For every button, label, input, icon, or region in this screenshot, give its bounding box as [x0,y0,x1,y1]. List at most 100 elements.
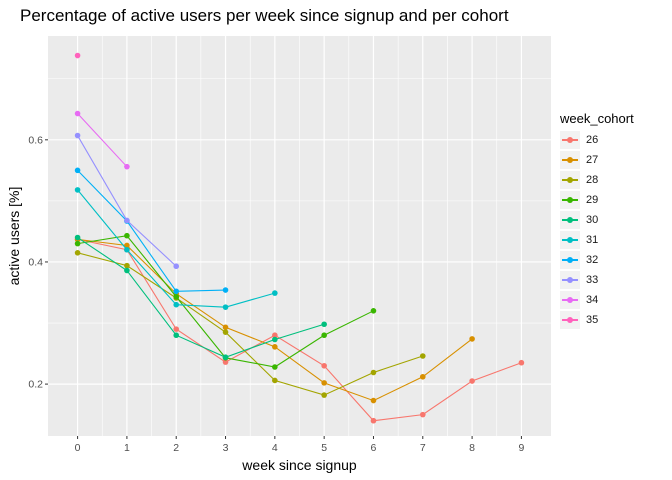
legend-key-dot [567,217,573,223]
point-31-3 [222,304,229,310]
x-tick-label: 3 [223,442,229,454]
point-26-3 [222,359,229,365]
point-29-2 [173,293,180,300]
x-tick-label: 4 [272,442,278,454]
point-27-8 [469,336,475,342]
legend-key-29 [560,191,580,209]
legend-key-26 [560,131,580,149]
point-28-4 [272,377,278,384]
point-30-2 [173,332,180,339]
point-30-0 [74,234,81,241]
legend-key-dot [567,137,573,143]
point-32-3 [222,287,229,293]
point-32-0 [74,167,81,174]
point-29-4 [272,364,278,370]
legend-key-dot [567,237,573,243]
x-tick-label: 8 [469,442,475,454]
point-30-1 [124,267,130,274]
point-26-5 [321,362,327,369]
point-26-7 [419,411,426,418]
point-31-2 [173,301,180,308]
point-30-3 [222,354,229,361]
point-29-5 [321,332,327,339]
series-line-34 [77,113,128,168]
legend-key-28 [560,171,580,189]
point-29-6 [370,308,377,314]
legend-label-29: 29 [586,194,599,206]
y-tick-label: 0.2 [28,379,43,391]
legend-key-dot [567,157,573,163]
point-27-7 [419,373,426,380]
legend-items: 26 27 28 29 30 31 32 33 34 35 [560,130,634,330]
point-30-5 [321,321,327,328]
legend-key-dot [567,277,573,283]
legend-label-26: 26 [586,134,599,146]
point-26-2 [173,326,180,332]
legend-item-34: 34 [560,290,634,310]
legend-key-32 [560,251,580,269]
point-28-1 [124,262,130,269]
point-34-1 [124,163,130,170]
point-29-0 [74,240,81,247]
x-tick-label: 5 [321,442,327,454]
legend-key-31 [560,231,580,249]
point-28-6 [370,369,377,376]
x-tick-label: 2 [173,442,179,454]
point-30-4 [272,336,278,343]
point-31-1 [124,246,130,253]
point-35-0 [74,52,81,59]
point-26-6 [370,417,377,424]
legend-item-28: 28 [560,170,634,190]
x-tick-label: 6 [371,442,377,454]
legend-key-34 [560,291,580,309]
y-tick-label: 0.4 [28,256,43,268]
chart-title: Percentage of active users per week sinc… [20,6,509,25]
point-28-5 [321,392,327,398]
legend-label-34: 34 [586,294,599,306]
point-27-1 [124,242,130,249]
x-axis-label: week since signup [242,457,357,473]
point-28-7 [419,353,426,359]
y-axis-label: active users [%] [6,186,22,286]
legend-key-dot [567,297,573,303]
point-27-3 [222,324,229,331]
legend-key-30 [560,211,580,229]
legend-key-33 [560,271,580,289]
point-31-0 [74,187,81,193]
point-32-2 [173,288,180,295]
point-28-0 [74,249,81,256]
y-tick-label: 0.6 [28,134,43,146]
x-tick-label: 1 [124,442,130,454]
point-29-1 [124,232,130,239]
point-26-8 [469,378,475,384]
legend-item-33: 33 [560,270,634,290]
point-33-2 [173,263,180,270]
legend-label-27: 27 [586,154,599,166]
series-line-32 [77,169,226,292]
legend: week_cohort 26 27 28 29 30 31 32 33 34 35 [560,111,634,330]
legend-item-30: 30 [560,210,634,230]
legend-key-dot [567,257,573,263]
legend-title: week_cohort [560,111,634,126]
x-tick-label: 9 [518,442,524,454]
point-31-4 [272,290,278,296]
axis-ticks: 0.2 0.4 0.6 0 1 2 3 4 5 6 7 8 9 [28,134,524,454]
legend-label-35: 35 [586,314,599,326]
legend-label-31: 31 [586,234,599,246]
legend-key-27 [560,151,580,169]
legend-label-30: 30 [586,214,599,226]
series-line-28 [77,252,423,396]
point-27-4 [272,344,278,350]
legend-label-32: 32 [586,254,599,266]
point-27-6 [370,397,377,404]
x-tick-label: 0 [75,442,81,454]
legend-label-33: 33 [586,274,599,286]
point-34-0 [74,110,81,117]
legend-key-35 [560,311,580,329]
series-layer [74,52,525,424]
series-line-30 [77,237,325,358]
legend-label-28: 28 [586,174,599,186]
legend-key-dot [567,177,573,183]
legend-item-29: 29 [560,190,634,210]
